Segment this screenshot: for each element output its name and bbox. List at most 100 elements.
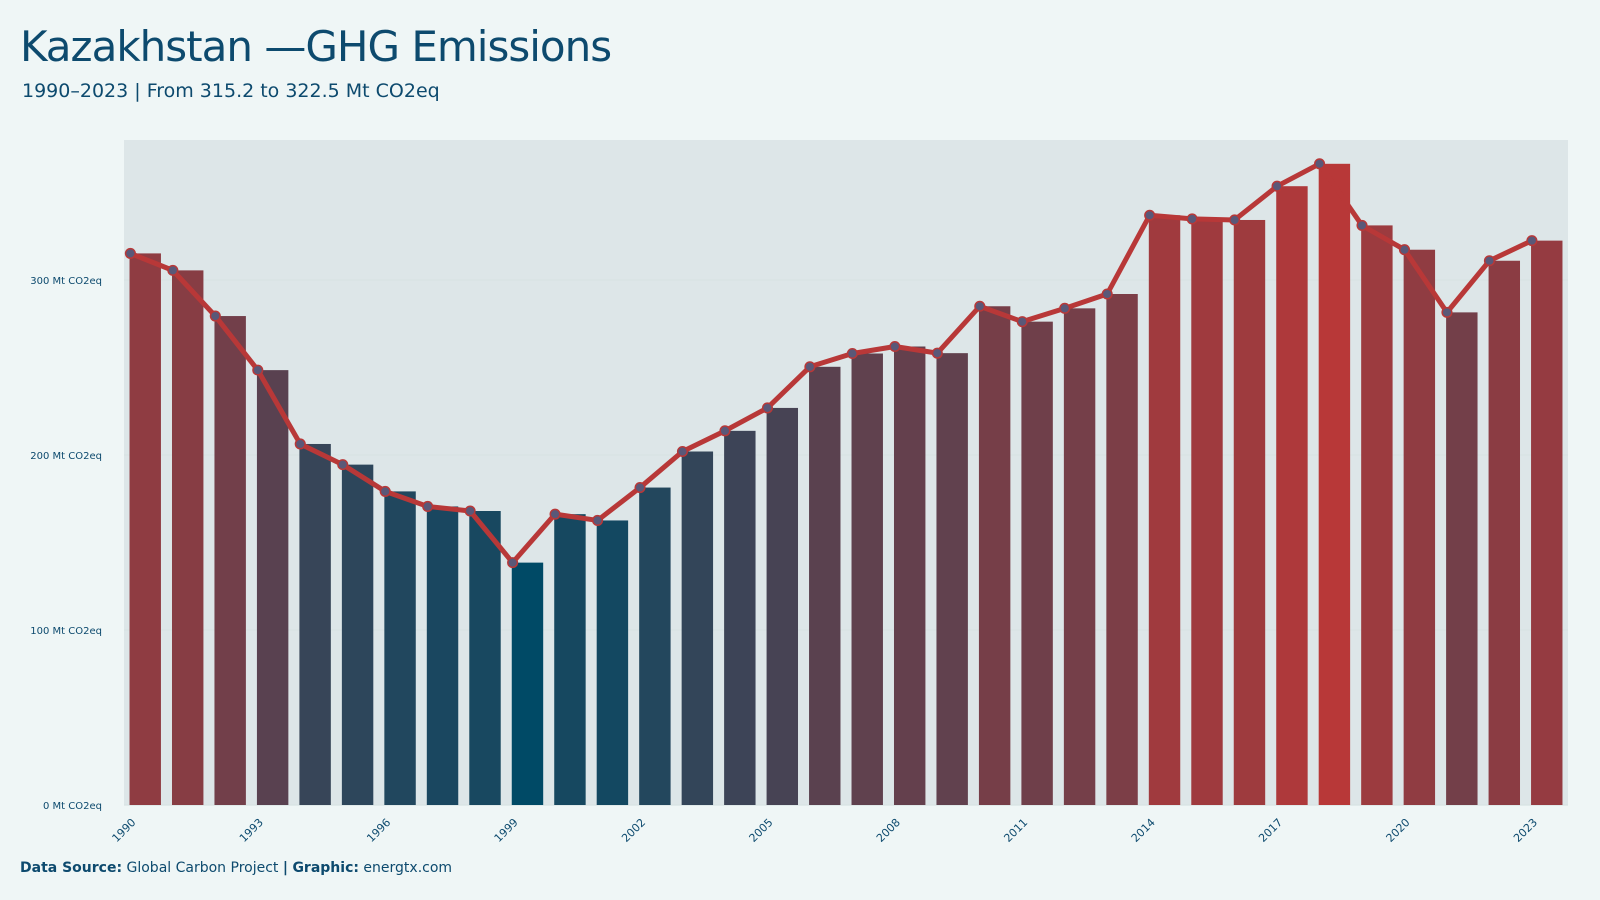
x-tick-label: 1990: [110, 816, 139, 845]
bar-2011: [1021, 321, 1053, 805]
marker-1991: [167, 264, 179, 276]
y-tick-label: 300 Mt CO2eq: [30, 276, 102, 287]
x-tick-label: 2011: [1001, 816, 1030, 845]
x-tick-label: 2008: [874, 816, 903, 845]
marker-2005: [761, 402, 773, 414]
chart-title: Kazakhstan —GHG Emissions: [20, 22, 612, 71]
x-tick-label: 2014: [1129, 816, 1158, 845]
footer: Data Source: Global Carbon Project | Gra…: [20, 860, 452, 876]
marker-2000: [549, 508, 561, 520]
bar-2014: [1148, 215, 1181, 805]
bar-2009: [936, 353, 968, 805]
bar-2001: [596, 520, 629, 805]
bar-2017: [1276, 186, 1308, 805]
bars: [129, 163, 1563, 806]
chart-subtitle: 1990–2023 | From 315.2 to 322.5 Mt CO2eq: [22, 80, 440, 102]
plot-background: [124, 140, 1568, 805]
bar-1990: [129, 253, 161, 805]
bar-2020: [1403, 249, 1436, 806]
marker-1993: [252, 364, 264, 376]
marker-2007: [846, 347, 858, 360]
bar-1992: [214, 316, 246, 805]
bar-2002: [639, 487, 671, 805]
marker-1994: [294, 438, 306, 450]
bar-2006: [809, 366, 841, 805]
bar-1995: [341, 464, 374, 805]
marker-2008: [889, 340, 901, 353]
footer-separator: |: [282, 860, 288, 876]
bar-1998: [469, 511, 501, 805]
marker-2022: [1483, 255, 1495, 267]
y-axis-ticks: 0 Mt CO2eq 100 Mt CO2eq 200 Mt CO2eq 300 Mt…: [30, 276, 102, 812]
y-tick-label: 200 Mt CO2eq: [30, 451, 102, 462]
marker-2021: [1441, 306, 1453, 318]
marker-1998: [464, 505, 476, 517]
marker-2011: [1016, 316, 1028, 328]
marker-2018: [1313, 158, 1326, 170]
bar-2004: [724, 430, 756, 805]
bar-2013: [1106, 294, 1138, 805]
x-tick-label: 2005: [747, 816, 776, 845]
bar-2018: [1318, 163, 1351, 806]
marker-1999: [507, 557, 519, 569]
marker-1996: [379, 485, 391, 497]
y-tick-label: 0 Mt CO2eq: [43, 801, 102, 812]
bar-2022: [1488, 260, 1521, 805]
x-tick-label: 1993: [237, 816, 266, 845]
marker-2013: [1101, 288, 1113, 300]
marker-2014: [1144, 209, 1156, 221]
x-tick-label: 1996: [364, 816, 393, 845]
grid-lines: [124, 140, 1568, 806]
marker-2019: [1356, 219, 1368, 231]
marker-1997: [422, 500, 434, 513]
marker-2004: [719, 425, 731, 437]
bar-1993: [256, 370, 289, 805]
bar-2003: [681, 451, 714, 805]
bar-1991: [171, 270, 204, 805]
x-tick-label: 2020: [1384, 816, 1413, 845]
marker-2020: [1398, 244, 1411, 256]
graphic-value: energtx.com: [363, 860, 453, 876]
marker-2001: [591, 514, 604, 527]
bar-2007: [851, 353, 883, 805]
marker-2010: [974, 300, 986, 312]
x-tick-label: 2002: [619, 816, 648, 845]
marker-1992: [209, 310, 221, 322]
y-tick-label: 100 Mt CO2eq: [30, 626, 102, 637]
bar-2016: [1233, 219, 1266, 806]
marker-2012: [1059, 302, 1071, 314]
marker-1995: [337, 459, 349, 471]
marker-2009: [931, 347, 943, 359]
marker-2016: [1229, 214, 1241, 226]
x-tick-label: 2023: [1511, 816, 1540, 845]
marker-2002: [634, 482, 646, 494]
source-label: Data Source:: [20, 860, 123, 876]
x-tick-label: 1999: [492, 816, 521, 845]
bar-2019: [1361, 225, 1393, 805]
emissions-line: [127, 161, 1535, 566]
bar-1997: [426, 506, 459, 805]
marker-1990: [124, 247, 136, 259]
bar-2000: [554, 514, 586, 805]
bar-2015: [1191, 218, 1223, 806]
trend-line: [127, 161, 1535, 566]
bar-2005: [766, 407, 799, 805]
bar-2010: [978, 306, 1011, 805]
bar-2021: [1446, 312, 1478, 805]
marker-2003: [676, 445, 689, 458]
graphic-label: Graphic:: [292, 860, 359, 876]
x-tick-label: 2017: [1256, 816, 1285, 845]
line-markers: [124, 158, 1538, 569]
x-axis-ticks: 1990 1993 1996 1999 2002 2005 2008 2011 2014 2017…: [110, 816, 1541, 845]
marker-2015: [1186, 213, 1198, 225]
bar-1999: [511, 562, 544, 805]
bar-1994: [299, 443, 331, 805]
marker-2006: [804, 361, 816, 373]
bar-2008: [893, 346, 926, 805]
source-value: Global Carbon Project: [126, 860, 279, 876]
marker-2017: [1271, 180, 1283, 192]
bar-2023: [1531, 240, 1563, 805]
bar-2012: [1063, 308, 1096, 805]
marker-2023: [1526, 235, 1538, 247]
